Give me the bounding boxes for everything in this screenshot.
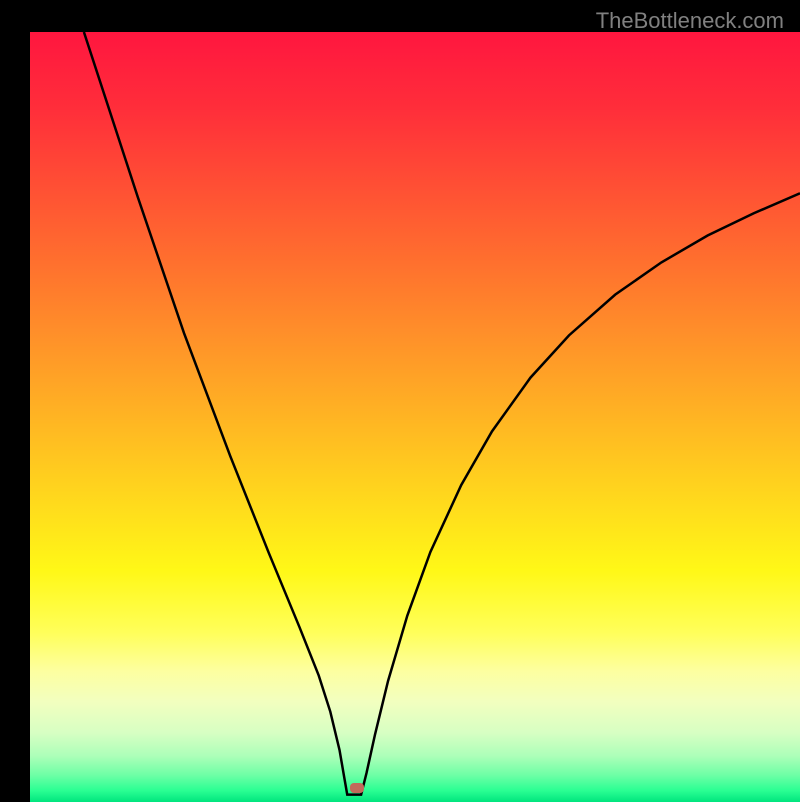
plot-area xyxy=(30,32,800,800)
curve-line xyxy=(30,32,800,800)
watermark-text: TheBottleneck.com xyxy=(596,8,784,34)
minimum-marker xyxy=(350,783,364,793)
